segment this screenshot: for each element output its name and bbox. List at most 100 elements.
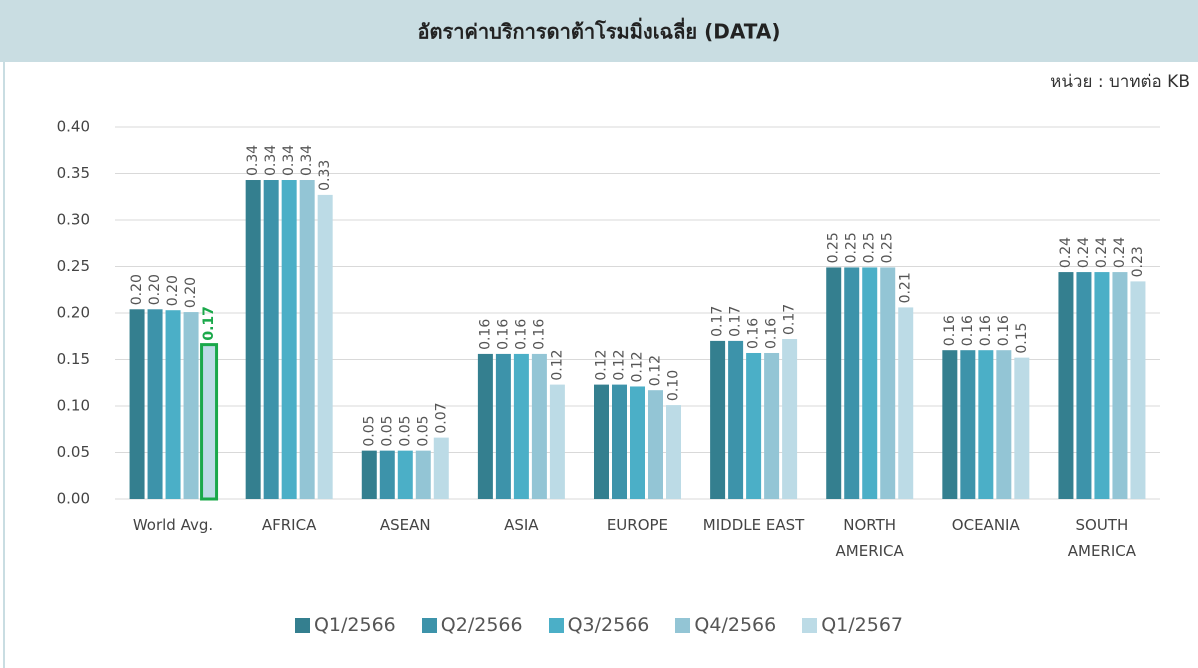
bar <box>531 353 547 499</box>
value-label: 0.12 <box>630 351 646 382</box>
value-label: 0.24 <box>1058 237 1074 268</box>
value-label: 0.25 <box>844 232 860 263</box>
bar <box>960 350 976 499</box>
bar <box>898 307 914 499</box>
bar <box>200 343 219 501</box>
bar <box>782 339 798 499</box>
value-label: 0.24 <box>1112 237 1128 268</box>
value-label: 0.10 <box>666 370 682 401</box>
legend-swatch <box>294 617 310 633</box>
bar <box>710 340 726 499</box>
bar <box>433 437 449 499</box>
value-label: 0.25 <box>880 232 896 263</box>
bar <box>361 450 377 499</box>
value-label: 0.16 <box>960 315 976 346</box>
value-label: 0.25 <box>826 232 842 263</box>
bar <box>1130 281 1146 499</box>
value-label: 0.24 <box>1094 237 1110 268</box>
bar <box>281 180 297 499</box>
y-tick-label: 0.30 <box>57 211 90 229</box>
bar <box>1112 272 1128 499</box>
bar <box>299 180 315 499</box>
bar <box>996 350 1012 499</box>
y-tick-label: 0.40 <box>57 118 90 136</box>
value-label: 0.12 <box>612 349 628 380</box>
bar <box>826 267 842 499</box>
y-tick-label: 0.25 <box>57 257 90 275</box>
value-label: 0.16 <box>978 315 994 346</box>
value-label: 0.12 <box>594 349 610 380</box>
legend-item: Q4/2566 <box>675 614 776 636</box>
x-tick-label: EUROPE <box>606 516 669 534</box>
bar <box>880 267 896 499</box>
legend-swatch <box>421 617 437 633</box>
x-tick-label: ASIA <box>504 516 539 534</box>
bar <box>415 450 431 499</box>
x-tick-label: MIDDLE EAST <box>702 516 805 534</box>
x-tick-label: SOUTH AMERICA <box>1067 516 1136 560</box>
bar <box>862 267 878 499</box>
chart-title: อัตราค่าบริการดาต้าโรมมิ่งเฉลี่ย (DATA) <box>418 17 781 44</box>
y-tick-label: 0.10 <box>57 397 90 415</box>
value-label: 0.34 <box>299 145 315 176</box>
bar <box>147 309 163 499</box>
y-tick-label: 0.15 <box>57 350 90 368</box>
value-label: 0.34 <box>263 145 279 176</box>
legend-item: Q2/2566 <box>421 614 523 636</box>
legend-label: Q3/2566 <box>567 614 650 636</box>
legend-label: Q2/2566 <box>440 614 523 636</box>
value-label: 0.16 <box>531 319 547 350</box>
value-label: 0.05 <box>379 415 395 446</box>
value-label: 0.20 <box>183 277 199 308</box>
x-tick-label: World Avg. <box>132 516 214 534</box>
value-label: 0.07 <box>433 402 449 433</box>
legend-item: Q3/2566 <box>548 614 650 636</box>
value-label: 0.12 <box>648 355 664 386</box>
bar <box>317 194 333 499</box>
value-label: 0.24 <box>1076 237 1092 268</box>
legend-swatch <box>675 617 691 633</box>
value-label: 0.16 <box>942 315 958 346</box>
bar <box>630 386 645 499</box>
title-band <box>0 0 1198 62</box>
legend-label: Q1/2567 <box>821 614 904 636</box>
value-label: 0.05 <box>361 415 377 446</box>
bar <box>978 350 994 499</box>
unit-label: หน่วย : บาทต่อ KB <box>1050 72 1190 92</box>
bar <box>245 180 261 499</box>
value-label: 0.16 <box>746 318 762 349</box>
value-label: 0.16 <box>495 319 511 350</box>
bar <box>379 450 395 499</box>
value-label: 0.17 <box>710 306 726 337</box>
value-label: 0.15 <box>1014 322 1030 353</box>
bar <box>728 340 744 499</box>
value-label: 0.05 <box>415 415 431 446</box>
bar <box>746 352 762 499</box>
bar <box>764 352 780 499</box>
bar <box>1076 272 1092 499</box>
bar <box>183 312 199 499</box>
value-label: 0.17 <box>201 306 217 341</box>
bar <box>612 384 627 499</box>
y-tick-label: 0.05 <box>57 443 90 461</box>
legend: Q1/2566 Q2/2566 Q3/2566 Q4/2566 Q1/2567 <box>0 614 1198 636</box>
value-label: 0.05 <box>397 415 413 446</box>
value-label: 0.33 <box>317 160 333 191</box>
value-label: 0.16 <box>996 315 1012 346</box>
value-label: 0.20 <box>165 275 181 306</box>
bar <box>495 353 511 499</box>
legend-swatch <box>802 617 818 633</box>
y-tick-label: 0.35 <box>57 164 90 182</box>
value-label: 0.34 <box>245 145 261 176</box>
y-tick-label: 0.00 <box>57 490 90 508</box>
bar <box>129 309 145 499</box>
value-label: 0.17 <box>782 304 798 335</box>
bar <box>594 384 609 499</box>
value-label: 0.34 <box>281 145 297 176</box>
value-label: 0.12 <box>549 349 565 380</box>
x-tick-label: ASEAN <box>379 516 431 534</box>
bar <box>1094 272 1110 499</box>
value-label: 0.16 <box>764 318 780 349</box>
